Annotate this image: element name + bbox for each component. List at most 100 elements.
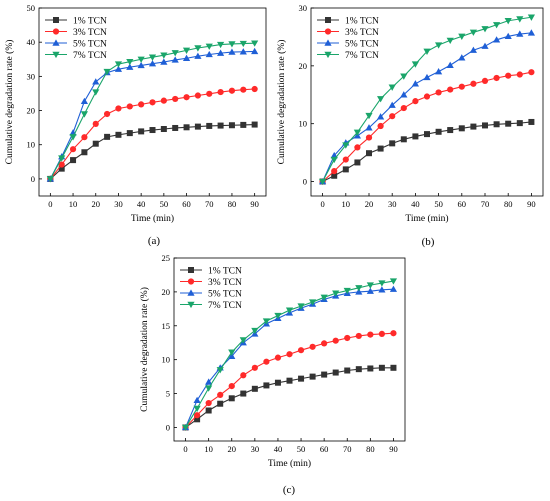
data-point	[92, 120, 99, 127]
data-point	[330, 156, 338, 164]
data-point	[435, 89, 442, 96]
data-point	[262, 318, 270, 325]
data-point	[528, 69, 535, 76]
x-tick-label: 80	[228, 199, 237, 209]
data-point	[297, 303, 305, 310]
data-point	[343, 287, 351, 295]
legend-label: 3% TCN	[345, 28, 379, 38]
legend-marker	[187, 289, 195, 296]
x-axis-title: Time (min)	[405, 213, 448, 224]
series-circle	[182, 330, 397, 431]
data-point	[516, 71, 523, 78]
data-point	[458, 125, 465, 132]
data-point	[251, 327, 259, 335]
data-point	[344, 334, 351, 342]
y-tick-label: 40	[27, 37, 36, 47]
data-point	[194, 123, 201, 130]
data-point	[400, 73, 408, 80]
x-tick-label: 50	[160, 199, 169, 209]
x-tick-label: 40	[274, 444, 283, 454]
data-point	[297, 347, 305, 354]
data-point	[205, 378, 213, 385]
data-point	[400, 136, 407, 143]
x-axis-title: Time (min)	[131, 213, 174, 224]
data-point	[446, 61, 454, 68]
chart-panel-3: 0 10 20 30 40 50 60 70 80 90 0 5 10 15 20 25 Time (min) C…	[139, 253, 406, 496]
data-point	[172, 95, 179, 103]
data-point	[58, 165, 65, 172]
data-point	[171, 50, 179, 57]
legend-label: 5% TCN	[345, 39, 379, 49]
data-point	[321, 340, 328, 347]
data-point	[149, 127, 156, 134]
data-point	[160, 126, 167, 133]
data-point	[216, 367, 224, 374]
data-point	[239, 40, 247, 48]
legend-label: 5% TCN	[208, 289, 242, 299]
data-point	[366, 282, 374, 289]
series-triangle-up	[46, 47, 259, 182]
series-line	[49, 50, 255, 180]
data-point	[354, 144, 361, 151]
data-point	[240, 86, 247, 93]
data-point	[160, 97, 167, 104]
data-point	[251, 47, 259, 55]
x-tick-label: 30	[388, 199, 397, 209]
y-tick-label: 10	[27, 140, 36, 150]
data-point	[389, 285, 398, 292]
data-point	[126, 58, 134, 66]
data-point	[481, 26, 489, 33]
x-tick-label: 60	[182, 199, 191, 209]
data-point	[388, 101, 396, 108]
data-point	[344, 367, 351, 374]
data-point	[205, 43, 213, 50]
data-point	[104, 110, 111, 118]
data-point	[516, 30, 524, 37]
data-point	[435, 68, 443, 75]
data-point	[69, 134, 77, 141]
series-circle	[47, 85, 258, 183]
series-triangle-down	[46, 40, 259, 183]
x-tick-label: 30	[114, 199, 123, 209]
data-point	[181, 424, 190, 432]
legend-marker	[52, 51, 60, 59]
data-point	[46, 176, 54, 183]
data-point	[481, 77, 489, 84]
data-point	[171, 56, 179, 63]
data-point	[205, 399, 212, 407]
data-point	[493, 36, 501, 43]
data-point	[206, 90, 213, 97]
data-point	[366, 287, 374, 294]
y-axis-title: Cumulative degradation rate (%)	[276, 40, 287, 165]
data-point	[400, 104, 407, 112]
data-point	[470, 123, 477, 130]
data-point	[446, 37, 454, 44]
data-point	[217, 122, 224, 129]
data-point	[400, 91, 408, 98]
data-point	[286, 351, 293, 358]
data-point	[228, 87, 236, 94]
data-point	[138, 128, 145, 135]
data-point	[194, 52, 202, 59]
data-point	[355, 332, 362, 340]
data-point	[126, 103, 133, 110]
data-point	[332, 290, 340, 297]
data-point	[228, 383, 235, 390]
data-point	[377, 113, 385, 120]
data-point	[516, 120, 523, 127]
data-point	[138, 101, 145, 108]
data-point	[160, 52, 168, 59]
legend-marker	[187, 301, 195, 309]
data-point	[493, 74, 500, 82]
data-point	[423, 93, 431, 100]
series-triangle-down	[319, 14, 535, 186]
series-square	[319, 118, 535, 185]
data-point	[81, 134, 88, 141]
data-point	[411, 61, 419, 68]
data-point	[80, 111, 88, 118]
data-point	[205, 385, 213, 392]
data-point	[378, 330, 385, 338]
